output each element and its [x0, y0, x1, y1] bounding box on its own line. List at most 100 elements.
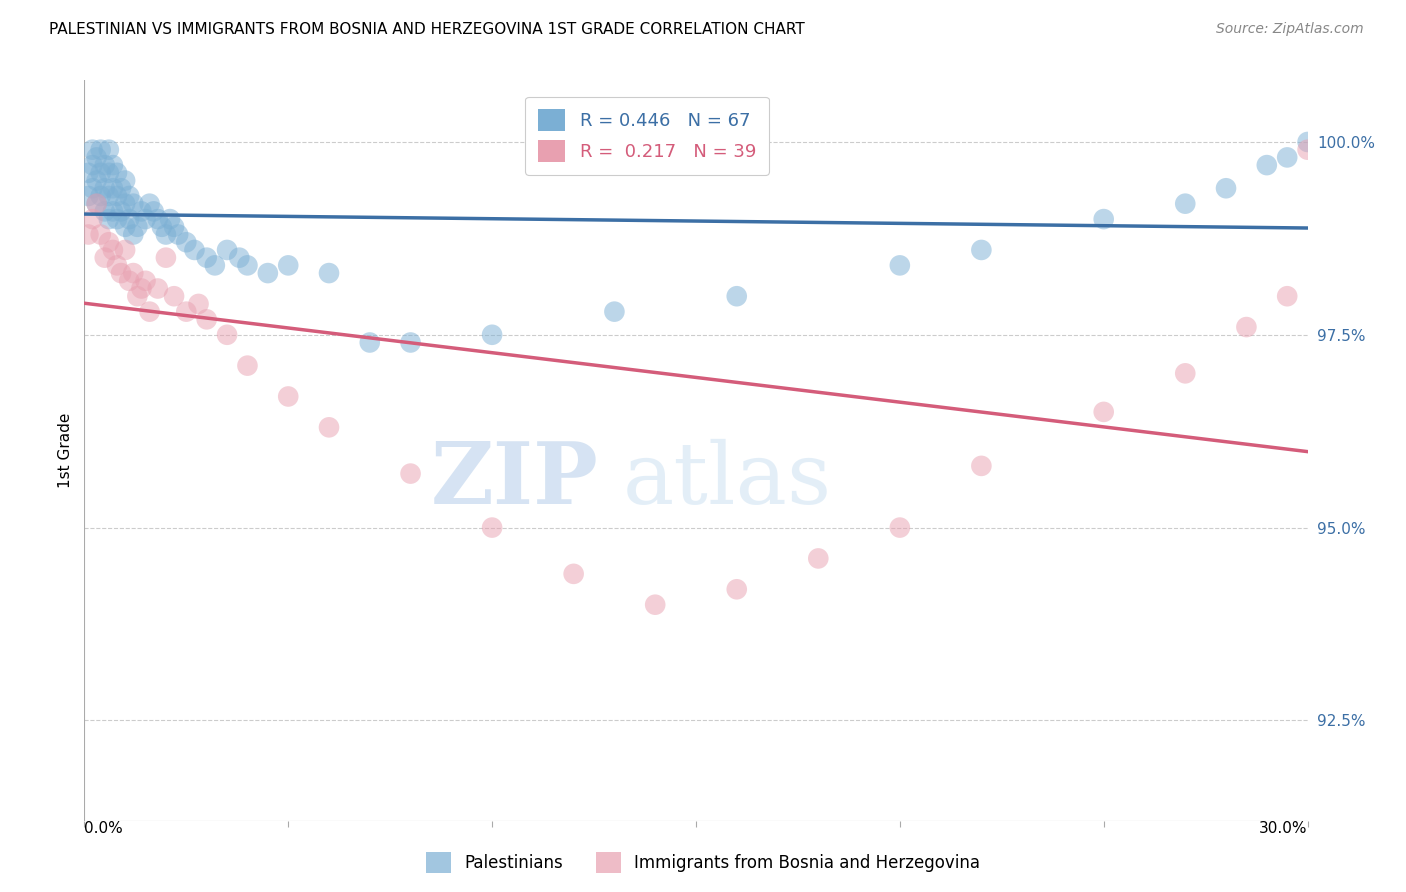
Point [77, 189, 100, 203]
Point [110, 204, 132, 219]
Point [889, 520, 911, 534]
Point [167, 227, 190, 242]
Point [105, 166, 128, 180]
Point [399, 335, 422, 350]
Point [86, 173, 108, 187]
Point [90, 227, 112, 242]
Point [90, 189, 112, 203]
Point [110, 181, 132, 195]
Point [174, 235, 197, 250]
Point [93, 251, 115, 265]
Point [1236, 320, 1258, 334]
Point [1092, 212, 1115, 227]
Point [77, 227, 100, 242]
Point [86, 196, 108, 211]
Point [93, 158, 115, 172]
Point [114, 173, 136, 187]
Point [257, 266, 280, 280]
Y-axis label: 1st Grade: 1st Grade [58, 413, 73, 488]
Point [77, 166, 100, 180]
Point [970, 458, 993, 473]
Point [131, 204, 153, 219]
Point [1277, 150, 1299, 164]
Point [217, 327, 239, 342]
Point [101, 243, 124, 257]
Point [204, 259, 226, 273]
Point [1277, 289, 1299, 303]
Point [725, 289, 748, 303]
Point [277, 259, 299, 273]
Point [135, 212, 157, 227]
Point [399, 467, 422, 481]
Point [174, 304, 197, 318]
Point [562, 566, 585, 581]
Point [1296, 135, 1319, 149]
Legend: R = 0.446   N = 67, R =  0.217   N = 39: R = 0.446 N = 67, R = 0.217 N = 39 [526, 96, 769, 175]
Text: atlas: atlas [623, 439, 832, 522]
Point [970, 243, 993, 257]
Point [277, 389, 299, 403]
Point [318, 266, 340, 280]
Point [82, 181, 104, 195]
Point [105, 189, 128, 203]
Point [150, 219, 173, 234]
Point [236, 259, 259, 273]
Point [122, 227, 145, 242]
Point [195, 312, 218, 326]
Point [146, 212, 169, 227]
Point [118, 212, 141, 227]
Text: PALESTINIAN VS IMMIGRANTS FROM BOSNIA AND HERZEGOVINA 1ST GRADE CORRELATION CHAR: PALESTINIAN VS IMMIGRANTS FROM BOSNIA AN… [49, 22, 806, 37]
Point [114, 219, 136, 234]
Point [807, 551, 830, 566]
Point [155, 251, 177, 265]
Point [86, 150, 108, 164]
Point [142, 204, 165, 219]
Text: 30.0%: 30.0% [1260, 821, 1308, 836]
Point [228, 251, 250, 265]
Point [118, 274, 141, 288]
Point [110, 266, 132, 280]
Legend: Palestinians, Immigrants from Bosnia and Herzegovina: Palestinians, Immigrants from Bosnia and… [419, 846, 987, 880]
Point [138, 304, 160, 318]
Point [889, 259, 911, 273]
Point [163, 219, 186, 234]
Text: Source: ZipAtlas.com: Source: ZipAtlas.com [1216, 22, 1364, 37]
Point [101, 158, 124, 172]
Point [163, 289, 186, 303]
Point [725, 582, 748, 597]
Text: ZIP: ZIP [430, 438, 598, 522]
Point [82, 158, 104, 172]
Point [217, 243, 239, 257]
Point [97, 189, 120, 203]
Point [481, 327, 503, 342]
Point [97, 235, 120, 250]
Point [97, 143, 120, 157]
Point [1296, 143, 1319, 157]
Point [122, 196, 145, 211]
Point [97, 212, 120, 227]
Point [187, 297, 209, 311]
Point [101, 204, 124, 219]
Point [127, 219, 149, 234]
Point [159, 212, 181, 227]
Point [114, 196, 136, 211]
Point [93, 181, 115, 195]
Point [90, 166, 112, 180]
Point [127, 289, 149, 303]
Point [138, 196, 160, 211]
Point [131, 281, 153, 295]
Point [82, 212, 104, 227]
Point [318, 420, 340, 434]
Point [146, 281, 169, 295]
Point [481, 520, 503, 534]
Point [105, 212, 128, 227]
Point [105, 259, 128, 273]
Point [359, 335, 381, 350]
Point [603, 304, 626, 318]
Point [1215, 181, 1237, 195]
Point [183, 243, 205, 257]
Point [1174, 367, 1197, 381]
Point [82, 143, 104, 157]
Point [1174, 196, 1197, 211]
Point [114, 243, 136, 257]
